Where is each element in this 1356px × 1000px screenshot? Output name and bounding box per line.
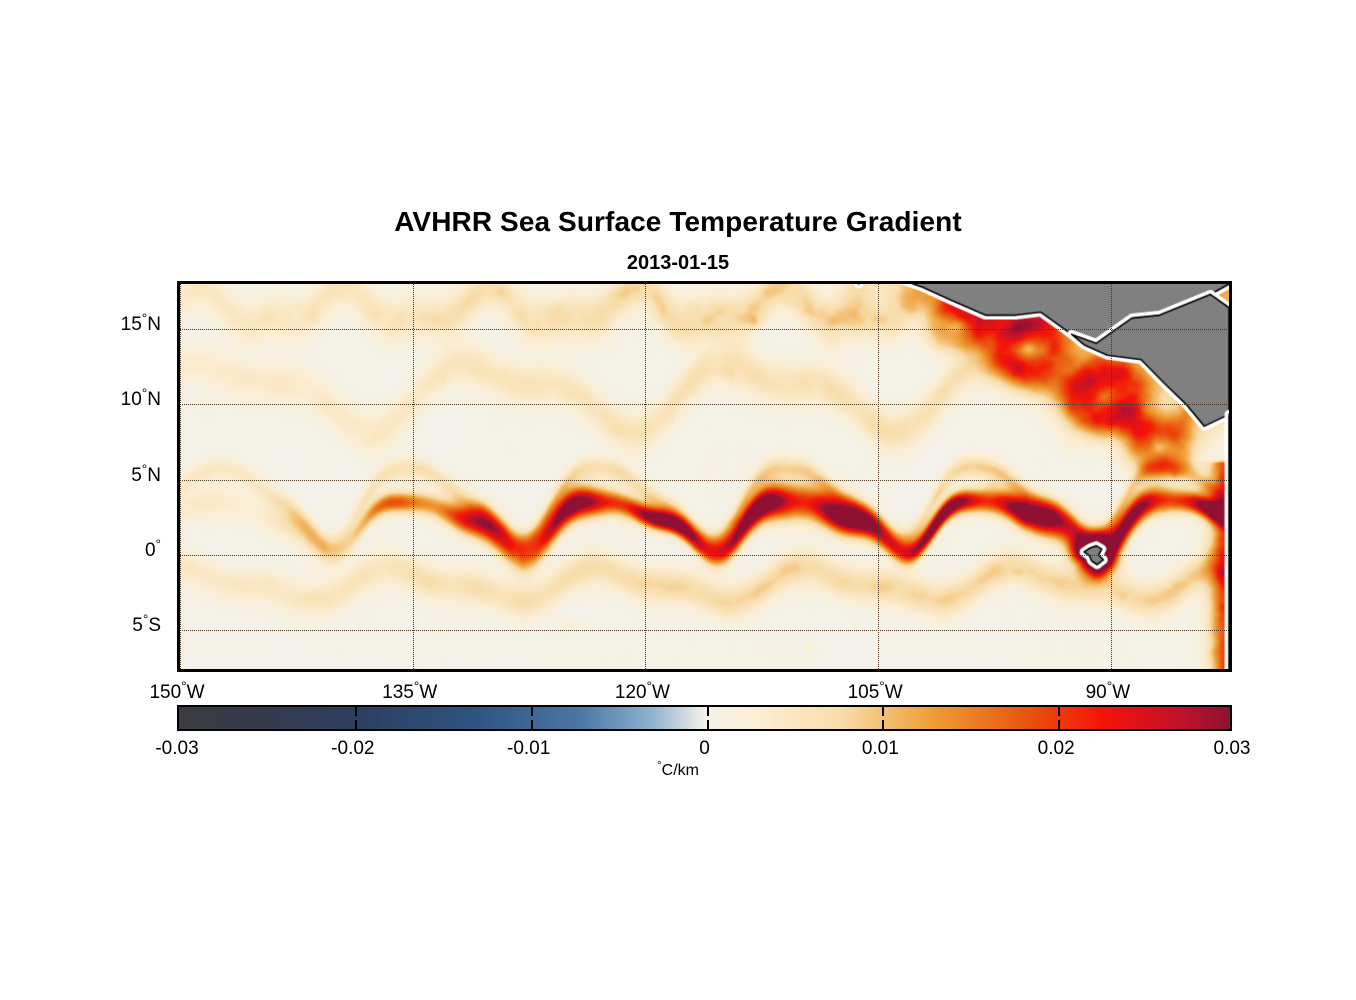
colorbar-tick--0.02 — [354, 720, 357, 729]
y-tick-label-15°N: 15°N — [120, 311, 161, 336]
colorbar-label-0: 0 — [699, 738, 710, 759]
colorbar-gradient — [179, 707, 1230, 729]
chart-title: AVHRR Sea Surface Temperature Gradient — [394, 206, 962, 237]
colorbar-tick-0.01 — [882, 707, 885, 716]
degree-symbol-icon: ° — [657, 760, 662, 773]
colorbar-label-0.03: 0.03 — [1213, 738, 1251, 759]
colorbar-tick-0.02 — [1058, 707, 1061, 716]
colorbar-label--0.01: -0.01 — [507, 738, 551, 759]
x-tick-label-150°W: 150°W — [149, 678, 205, 703]
tick-lat-5°S — [177, 630, 180, 633]
y-tick-label-10°N: 10°N — [120, 386, 161, 411]
y-tick-label-5°S: 5°S — [132, 611, 161, 636]
tick-lon-105°W — [878, 669, 881, 672]
colorbar-tick-0.02 — [1058, 720, 1061, 729]
colorbar-tick--0.01 — [530, 707, 533, 716]
colorbar-tick-0 — [706, 720, 709, 729]
colorbar-label--0.02: -0.02 — [331, 738, 375, 759]
colorbar-tick-0 — [706, 707, 709, 716]
tick-lat-10°N — [177, 404, 180, 407]
x-tick-label-90°W: 90°W — [1085, 678, 1131, 703]
chart-subtitle: 2013-01-15 — [626, 252, 730, 274]
colorbar-tick--0.02 — [354, 707, 357, 716]
y-tick-label-5°N: 5°N — [131, 461, 161, 486]
tick-lon-120°W — [645, 669, 648, 672]
colorbar-unit-text: C/km — [661, 762, 699, 779]
colorbar-label-0.01: 0.01 — [861, 738, 899, 759]
tick-lon-135°W — [413, 669, 416, 672]
colorbar-tick-0.01 — [882, 720, 885, 729]
tick-lat-5°N — [177, 480, 180, 483]
colorbar-label-0.02: 0.02 — [1037, 738, 1075, 759]
colorbar — [177, 705, 1232, 731]
tick-lon-150°W — [180, 669, 183, 672]
tick-lat-0° — [177, 555, 180, 558]
map-plot-area — [177, 281, 1232, 672]
colorbar-tick--0.01 — [530, 720, 533, 729]
colorbar-label--0.03: -0.03 — [155, 738, 199, 759]
x-tick-label-105°W: 105°W — [847, 678, 903, 703]
y-tick-label-0°: 0° — [144, 536, 161, 561]
x-tick-label-135°W: 135°W — [382, 678, 438, 703]
sst-gradient-heatmap — [180, 284, 1229, 669]
tick-lon-90°W — [1111, 669, 1114, 672]
tick-lat-15°N — [177, 329, 180, 332]
x-tick-label-120°W: 120°W — [614, 678, 670, 703]
colorbar-unit-label: °C/km — [0, 760, 1356, 780]
